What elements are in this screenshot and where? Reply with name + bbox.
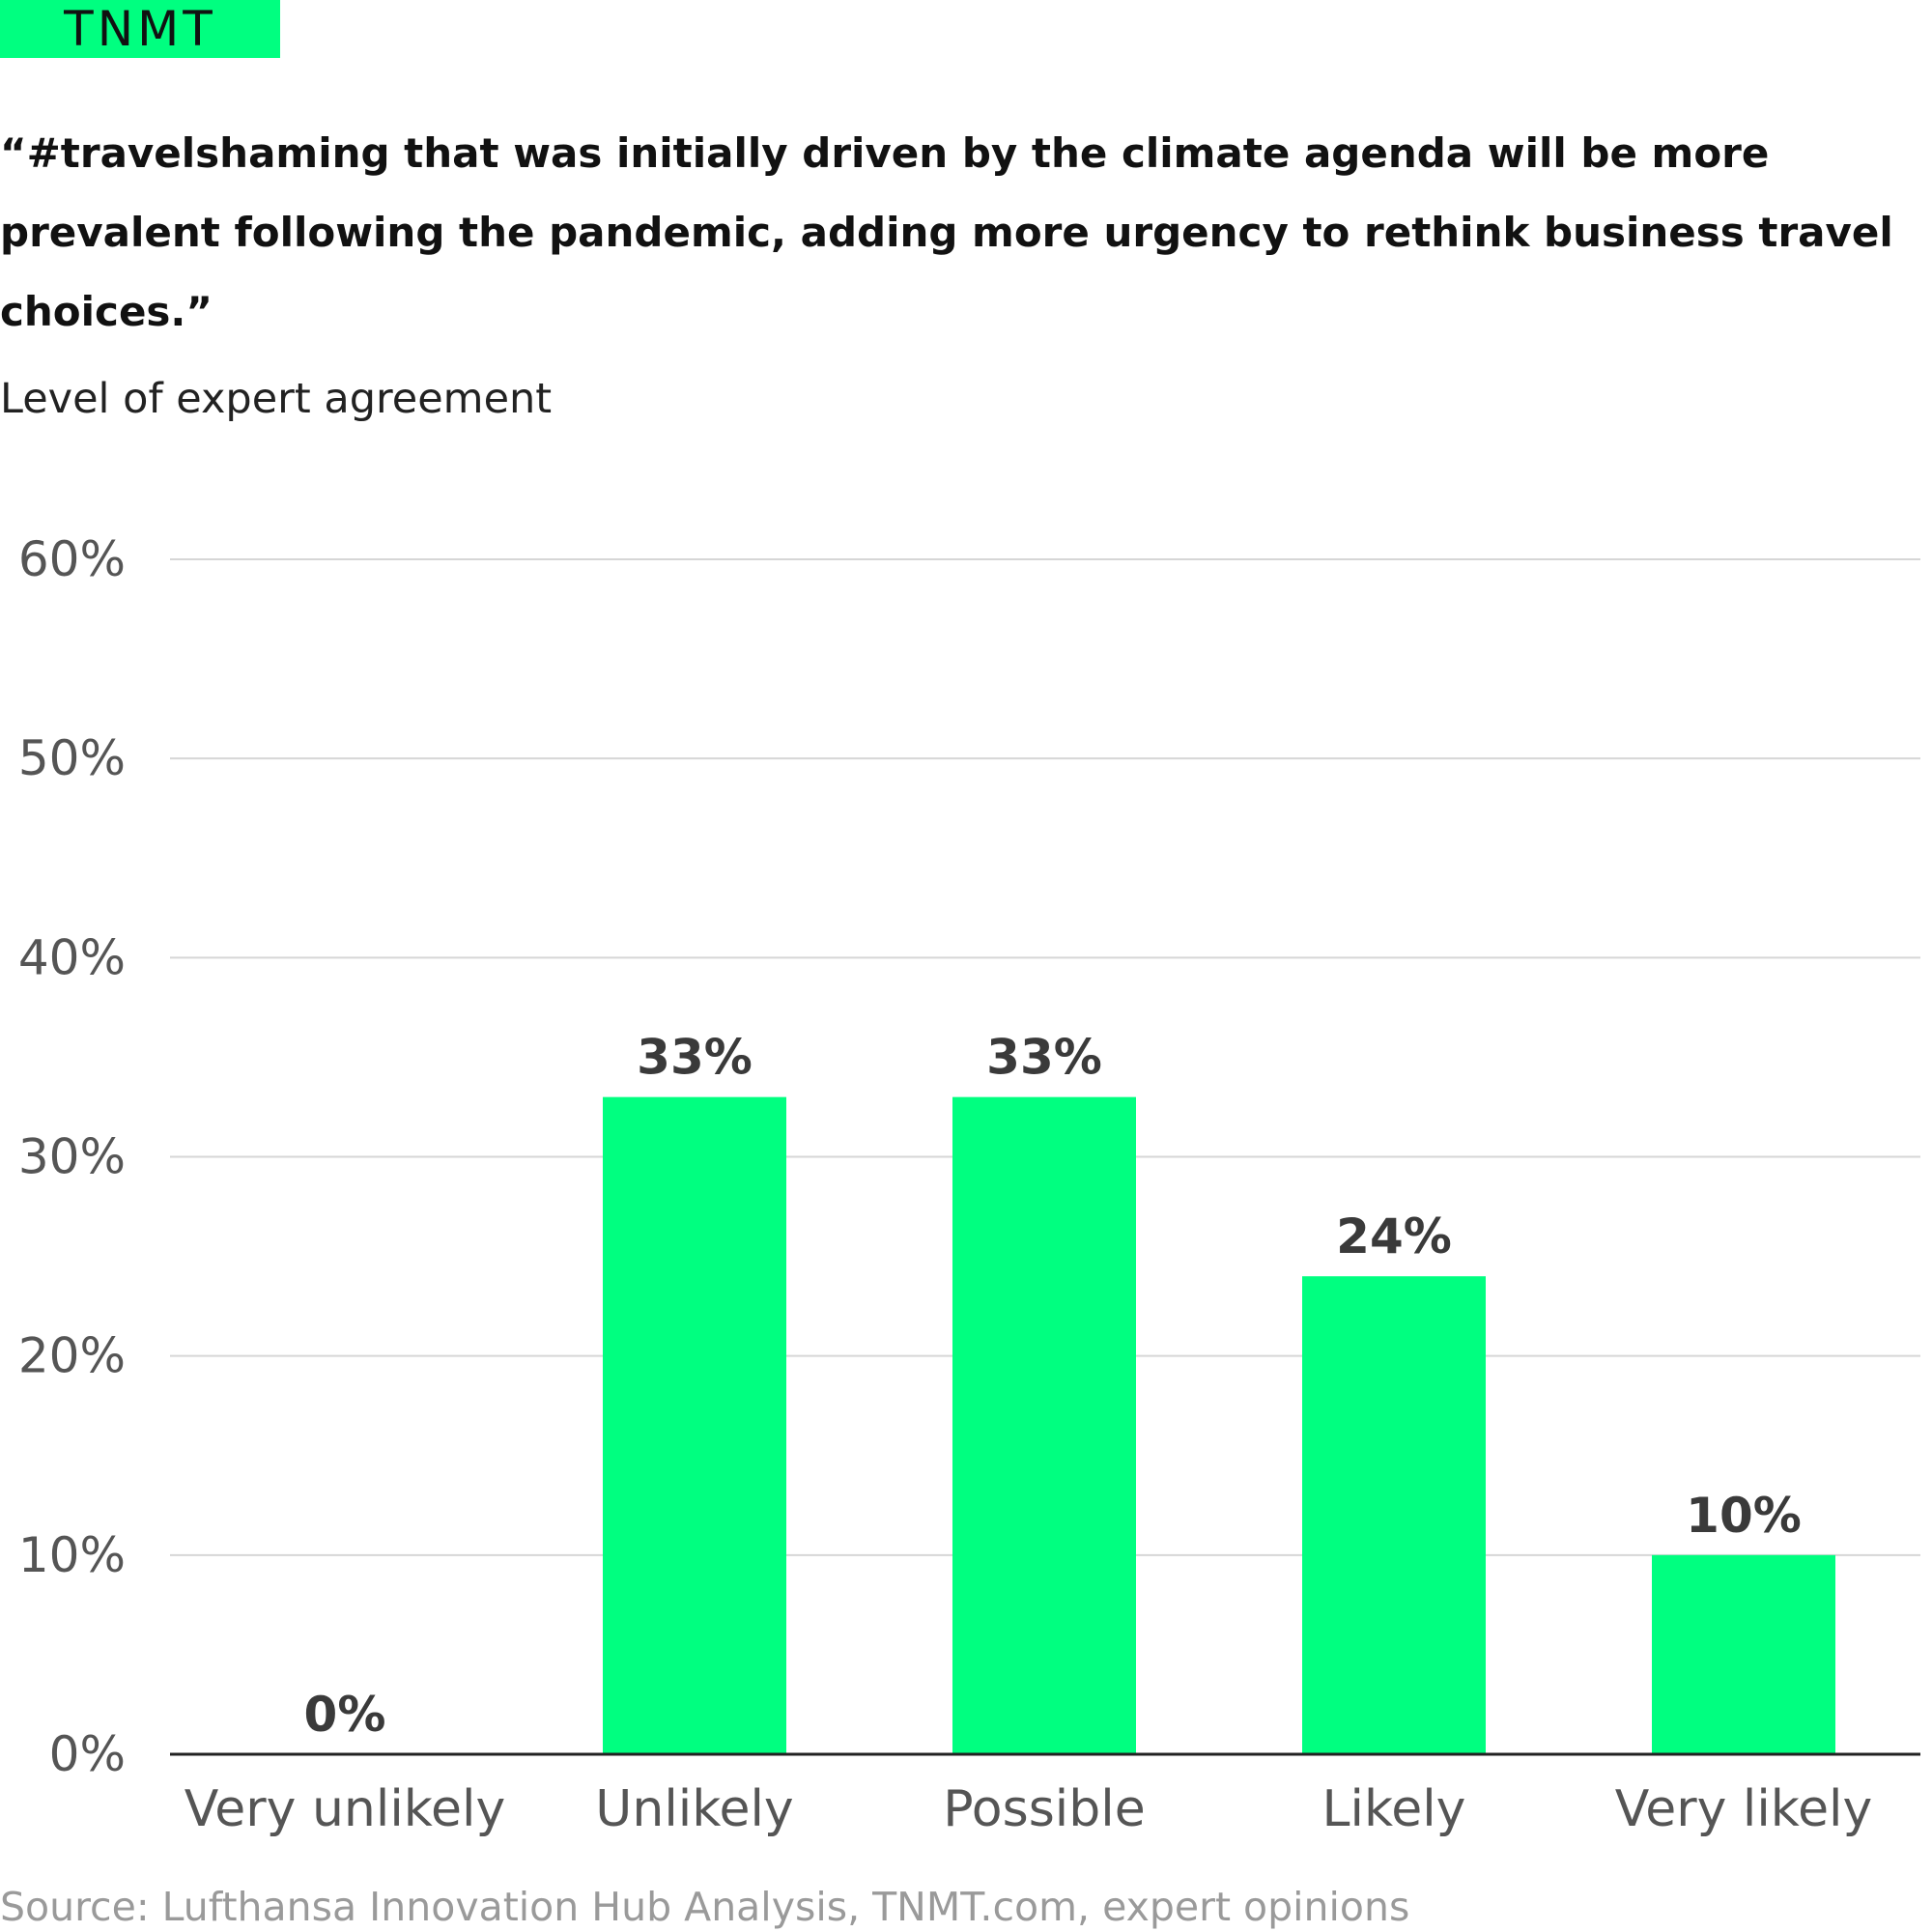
y-tick-label: 20%: [18, 1328, 126, 1384]
x-axis-categories: Very unlikely Unlikely Possible Likely Very …: [185, 1780, 1873, 1838]
x-tick-label: Very likely: [1615, 1780, 1873, 1838]
bar: [1652, 1554, 1835, 1754]
bar: [603, 1096, 786, 1754]
data-label: 0%: [304, 1687, 386, 1743]
data-labels: 0% 33% 33% 24% 10%: [304, 1030, 1802, 1743]
y-tick-label: 10%: [18, 1527, 126, 1583]
chart-subtitle: Level of expert agreement: [0, 375, 553, 423]
x-tick-label: Very unlikely: [185, 1780, 506, 1838]
bar: [1302, 1276, 1486, 1754]
y-tick-label: 0%: [49, 1726, 126, 1782]
data-label: 10%: [1686, 1488, 1802, 1544]
brand-logo: TNMT: [0, 0, 280, 58]
x-tick-label: Likely: [1322, 1780, 1466, 1838]
source-note: Source: Lufthansa Innovation Hub Analysi…: [0, 1884, 1410, 1930]
x-tick-label: Unlikely: [595, 1780, 793, 1838]
y-axis-ticks: 0% 10% 20% 30% 40% 50% 60%: [18, 531, 126, 1782]
bar: [952, 1096, 1136, 1754]
data-label: 33%: [986, 1030, 1102, 1086]
data-label: 33%: [637, 1030, 753, 1086]
x-tick-label: Possible: [943, 1780, 1145, 1838]
y-tick-label: 50%: [18, 730, 126, 786]
bars: [603, 1096, 1835, 1754]
brand-logo-text: TNMT: [64, 1, 216, 57]
y-tick-label: 30%: [18, 1129, 126, 1185]
chart-headline: “#travelshaming that was initially drive…: [0, 129, 1893, 335]
y-tick-label: 40%: [18, 929, 126, 985]
y-tick-label: 60%: [18, 531, 126, 587]
data-label: 24%: [1336, 1208, 1452, 1264]
